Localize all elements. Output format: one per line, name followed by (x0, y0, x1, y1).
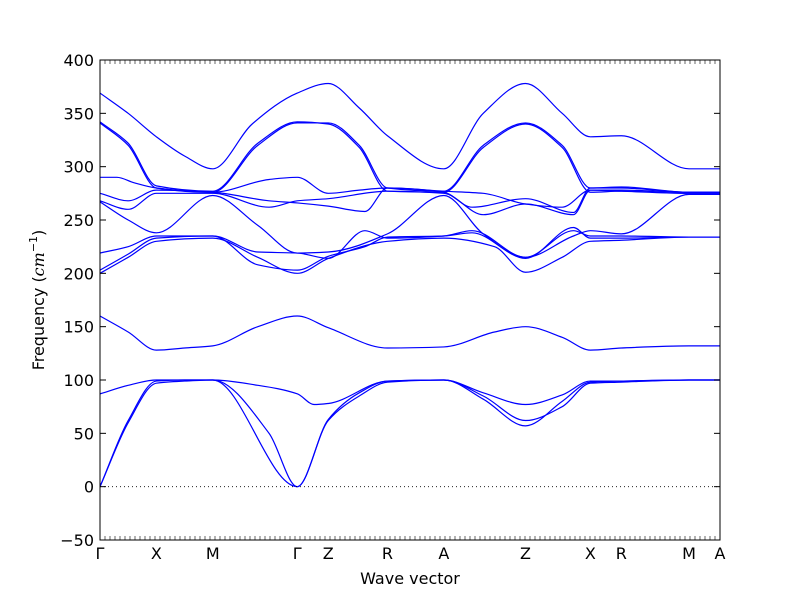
y-ticks: −50 0 50 100 150 200 250 300 350 400 (60, 51, 720, 550)
band-line-13 (99, 121, 720, 194)
y-tick-label: 300 (63, 158, 94, 177)
y-tick-label: 50 (74, 424, 94, 443)
y-tick-label: 100 (63, 371, 94, 390)
band-line-3 (99, 379, 720, 406)
y-tick-label: 400 (63, 51, 94, 70)
x-tick-label: Γ (293, 544, 302, 563)
band-line-5 (99, 236, 720, 274)
y-tick-label: 250 (63, 211, 94, 230)
x-tick-label: Γ (96, 544, 105, 563)
x-tick-label: M (682, 544, 696, 563)
y-tick-label: 200 (63, 264, 94, 283)
x-tick-label: Z (323, 544, 334, 563)
x-tick-label: M (206, 544, 220, 563)
y-axis-label-exponent: −1 (27, 236, 40, 252)
x-axis-label: Wave vector (360, 569, 460, 588)
y-axis-label-suffix: ) (29, 230, 48, 236)
y-axis-label-unit: cm (29, 252, 48, 276)
x-tick-label: A (438, 544, 449, 563)
band-line-12 (99, 122, 720, 193)
band-line-7 (99, 230, 720, 260)
band-line-8 (99, 193, 720, 258)
x-tick-label: A (715, 544, 726, 563)
band-line-14 (99, 82, 720, 170)
band-line-4 (99, 315, 720, 351)
x-tick-label: R (382, 544, 393, 563)
y-tick-label: 150 (63, 318, 94, 337)
x-tick-label: X (585, 544, 596, 563)
x-tick-label: X (151, 544, 162, 563)
band-lines (99, 82, 720, 488)
x-tick-label: R (616, 544, 627, 563)
y-axis-label: Frequency (cm−1) (27, 230, 48, 371)
y-tick-label: 350 (63, 104, 94, 123)
y-tick-label: −50 (60, 531, 94, 550)
x-tick-label: Z (520, 544, 531, 563)
band-line-1 (99, 379, 720, 488)
y-tick-label: 0 (84, 478, 94, 497)
y-axis-label-prefix: Frequency ( (29, 276, 48, 370)
